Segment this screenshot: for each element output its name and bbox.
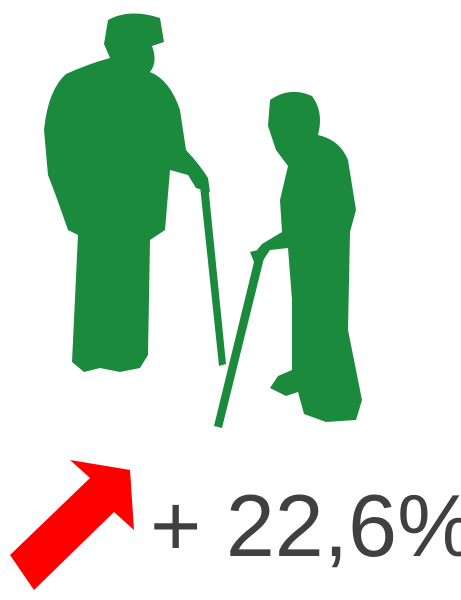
elderly-couple-silhouette [44,13,362,428]
infographic: + 22,6% [0,0,461,600]
page: + 22,6% (() => { const data = JSON.parse… [0,0,461,600]
woman-silhouette [252,92,362,422]
man-silhouette [44,13,210,372]
man-cane [200,184,226,366]
up-arrow [10,460,134,590]
percentage-change: + 22,6% [150,476,461,575]
